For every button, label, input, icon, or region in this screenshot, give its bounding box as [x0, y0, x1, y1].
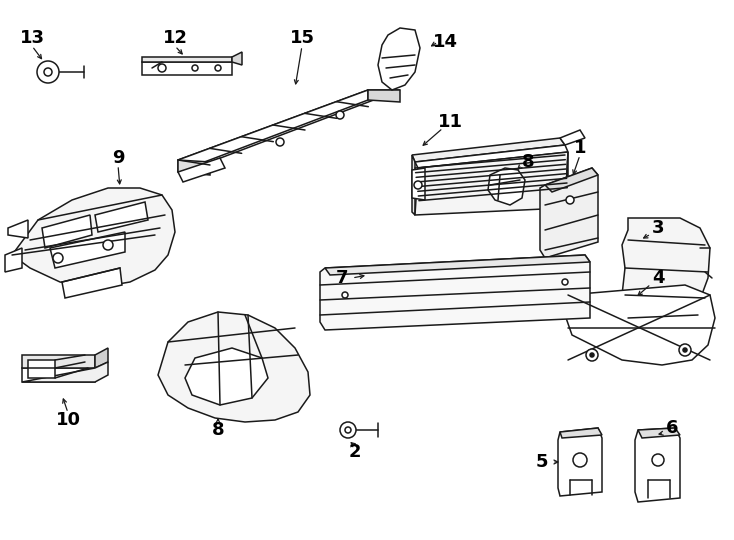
Circle shape — [215, 65, 221, 71]
Polygon shape — [42, 215, 92, 248]
Polygon shape — [560, 428, 602, 438]
Polygon shape — [8, 220, 28, 238]
Circle shape — [679, 344, 691, 356]
Polygon shape — [415, 152, 568, 215]
Text: 3: 3 — [652, 219, 664, 237]
Circle shape — [103, 240, 113, 250]
Text: 11: 11 — [437, 113, 462, 131]
Text: 2: 2 — [349, 443, 361, 461]
Text: 14: 14 — [432, 33, 457, 51]
Polygon shape — [142, 62, 232, 75]
Polygon shape — [545, 168, 598, 192]
Polygon shape — [325, 255, 590, 275]
Polygon shape — [635, 428, 680, 502]
Polygon shape — [12, 188, 175, 288]
Text: 13: 13 — [20, 29, 45, 47]
Circle shape — [414, 181, 422, 189]
Polygon shape — [62, 268, 122, 298]
Polygon shape — [565, 200, 585, 218]
Circle shape — [192, 65, 198, 71]
Circle shape — [44, 68, 52, 76]
Polygon shape — [22, 362, 108, 382]
Text: 7: 7 — [335, 269, 348, 287]
Polygon shape — [565, 152, 568, 208]
Polygon shape — [178, 90, 368, 172]
Circle shape — [652, 454, 664, 466]
Polygon shape — [5, 248, 22, 272]
Circle shape — [683, 348, 687, 352]
Circle shape — [342, 292, 348, 298]
Text: 10: 10 — [56, 411, 81, 429]
Circle shape — [345, 427, 351, 433]
Polygon shape — [540, 168, 598, 258]
Polygon shape — [185, 348, 268, 405]
Text: 15: 15 — [289, 29, 314, 47]
Circle shape — [53, 253, 63, 263]
Text: 9: 9 — [112, 149, 124, 167]
Polygon shape — [412, 138, 565, 162]
Polygon shape — [28, 360, 55, 378]
Polygon shape — [368, 90, 400, 102]
Circle shape — [158, 64, 166, 72]
Polygon shape — [178, 90, 400, 162]
Polygon shape — [622, 218, 710, 328]
Polygon shape — [378, 28, 420, 90]
Polygon shape — [412, 155, 415, 215]
Circle shape — [562, 279, 568, 285]
Polygon shape — [638, 428, 680, 438]
Text: 12: 12 — [162, 29, 187, 47]
Text: 1: 1 — [574, 139, 586, 157]
Polygon shape — [95, 202, 148, 232]
Polygon shape — [22, 355, 95, 368]
Polygon shape — [320, 255, 590, 330]
Polygon shape — [158, 312, 310, 422]
Polygon shape — [142, 57, 232, 62]
Text: 8: 8 — [522, 153, 534, 171]
Text: 5: 5 — [536, 453, 548, 471]
Polygon shape — [178, 158, 225, 182]
Polygon shape — [178, 160, 210, 175]
Polygon shape — [95, 348, 108, 368]
Text: 8: 8 — [211, 421, 225, 439]
Polygon shape — [232, 52, 242, 65]
Circle shape — [276, 138, 284, 146]
Circle shape — [566, 196, 574, 204]
Polygon shape — [415, 145, 568, 168]
Text: 4: 4 — [652, 269, 664, 287]
Text: 6: 6 — [666, 419, 678, 437]
Polygon shape — [50, 232, 125, 268]
Circle shape — [37, 61, 59, 83]
Polygon shape — [412, 168, 425, 200]
Circle shape — [336, 111, 344, 119]
Polygon shape — [560, 130, 585, 145]
Polygon shape — [22, 368, 95, 382]
Polygon shape — [565, 285, 715, 365]
Circle shape — [340, 422, 356, 438]
Circle shape — [590, 353, 594, 357]
Circle shape — [573, 453, 587, 467]
Polygon shape — [488, 168, 525, 205]
Polygon shape — [558, 428, 602, 496]
Circle shape — [586, 349, 598, 361]
